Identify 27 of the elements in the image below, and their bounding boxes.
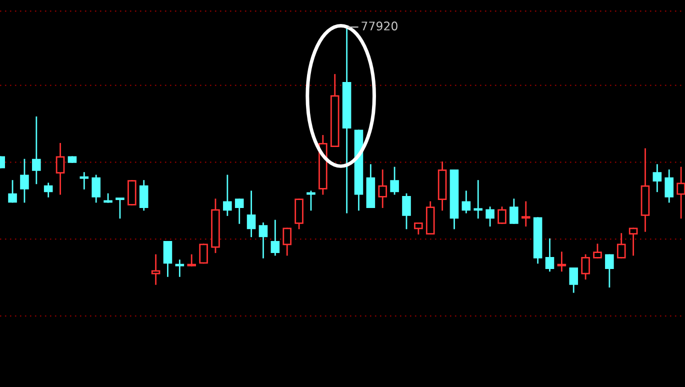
- candlestick: [557, 252, 566, 272]
- candlestick: [652, 164, 662, 192]
- candlestick: [246, 190, 256, 238]
- candlestick: [56, 142, 65, 195]
- candlestick: [32, 116, 41, 184]
- candlestick: [175, 260, 184, 277]
- candlestick: [640, 148, 650, 232]
- candlestick: [342, 26, 352, 214]
- candlestick: [438, 162, 447, 211]
- candlestick: [581, 254, 590, 280]
- candlestick: [151, 254, 160, 285]
- candlestick: [80, 172, 89, 190]
- candlestick: [20, 158, 29, 203]
- candlestick: [270, 220, 280, 256]
- candlestick: [521, 201, 530, 227]
- candlestick: [223, 174, 232, 216]
- candlestick: [545, 238, 554, 272]
- candlestick: [92, 174, 100, 203]
- annotation: 77920: [362, 22, 398, 30]
- candlestick: [676, 166, 685, 219]
- candlestick: [462, 190, 471, 214]
- candlestick: [258, 222, 268, 258]
- candlestick: [474, 180, 483, 219]
- candlestick: [139, 180, 148, 211]
- candlestick: [44, 182, 53, 198]
- candlestick: [664, 169, 674, 203]
- candlestick: [378, 169, 388, 208]
